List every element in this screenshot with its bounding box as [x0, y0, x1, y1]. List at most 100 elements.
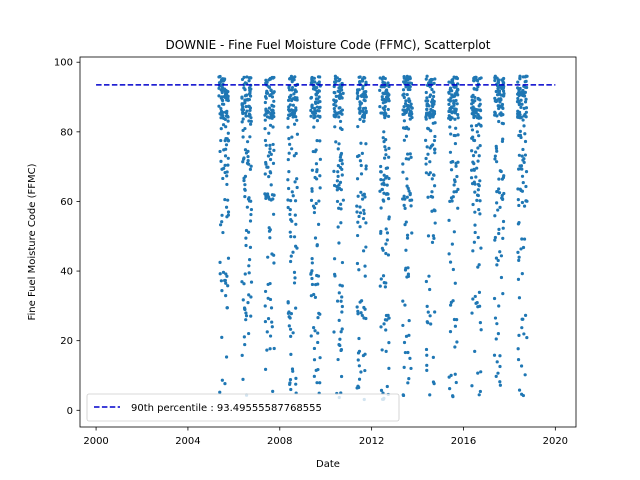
data-point: [291, 331, 295, 335]
data-point: [241, 110, 245, 114]
data-point: [384, 92, 389, 96]
data-point: [501, 106, 505, 110]
data-point: [475, 130, 479, 134]
data-point: [473, 210, 477, 214]
data-point: [452, 101, 456, 105]
data-point: [313, 150, 317, 154]
data-point: [478, 199, 482, 203]
data-point: [242, 156, 246, 160]
data-point: [496, 258, 500, 263]
data-point: [312, 125, 316, 129]
data-point: [430, 209, 434, 213]
data-point: [249, 199, 253, 203]
data-point: [217, 94, 221, 98]
data-point: [312, 374, 316, 378]
data-point: [271, 125, 275, 129]
data-point: [432, 90, 436, 94]
data-point: [332, 84, 336, 89]
data-point: [243, 148, 248, 152]
data-point: [516, 109, 520, 113]
data-point: [472, 168, 476, 172]
data-point: [517, 388, 522, 392]
data-point: [309, 334, 313, 338]
data-point: [520, 189, 525, 193]
data-point: [516, 277, 521, 281]
data-point: [336, 357, 340, 362]
data-point: [447, 375, 451, 379]
data-point: [242, 176, 246, 180]
data-point: [493, 78, 497, 83]
data-point: [478, 98, 482, 102]
data-point: [409, 102, 413, 106]
data-point: [364, 245, 368, 249]
data-point: [408, 152, 412, 156]
data-point: [428, 160, 432, 164]
data-point: [310, 189, 314, 193]
data-point: [334, 140, 338, 144]
data-point: [475, 88, 479, 92]
data-point: [454, 126, 458, 130]
data-point: [424, 347, 429, 352]
data-point: [454, 98, 458, 103]
data-point: [333, 272, 337, 276]
data-point: [426, 321, 430, 325]
data-point: [309, 114, 313, 118]
data-point: [267, 226, 271, 230]
data-point: [363, 195, 367, 199]
data-point: [309, 96, 313, 100]
data-point: [225, 306, 229, 310]
data-point: [447, 91, 451, 95]
data-point: [249, 314, 253, 318]
x-axis-ticks: 2000 2004 2008 2012 2016 2020: [83, 427, 568, 447]
data-point: [288, 142, 292, 146]
data-point: [318, 139, 322, 143]
data-point: [429, 129, 433, 133]
data-point: [219, 109, 224, 113]
data-point: [479, 370, 483, 374]
data-point: [360, 115, 364, 119]
data-point: [357, 75, 361, 79]
data-point: [339, 348, 343, 353]
data-point: [295, 185, 299, 190]
data-point: [379, 170, 383, 174]
data-point: [516, 222, 521, 226]
data-point: [315, 105, 319, 109]
data-point: [470, 136, 474, 140]
data-point: [381, 80, 385, 84]
data-point: [385, 231, 390, 235]
data-point: [401, 299, 405, 303]
data-point: [493, 110, 497, 114]
data-point: [336, 164, 340, 168]
data-point: [500, 193, 504, 198]
data-point: [426, 195, 430, 199]
data-point: [247, 331, 251, 336]
data-point: [404, 220, 408, 224]
data-point: [286, 301, 290, 305]
data-point: [359, 190, 363, 194]
data-point: [496, 208, 500, 212]
data-point: [452, 183, 456, 187]
data-point: [384, 166, 388, 170]
data-point: [498, 383, 502, 387]
data-point: [287, 186, 291, 191]
data-point: [312, 210, 316, 215]
data-point: [403, 197, 407, 201]
data-point: [226, 210, 231, 214]
data-point: [294, 376, 298, 380]
data-point: [453, 117, 457, 121]
data-point: [427, 104, 431, 108]
data-point: [425, 363, 429, 367]
data-point: [289, 387, 293, 392]
data-point: [518, 129, 522, 133]
data-point: [498, 250, 502, 254]
data-point: [309, 81, 313, 85]
y-tick-label: 40: [60, 267, 73, 278]
data-point: [361, 353, 366, 358]
data-point: [521, 180, 525, 185]
data-point: [269, 183, 273, 187]
data-point: [433, 151, 437, 155]
data-point: [266, 154, 271, 158]
data-point: [475, 198, 479, 202]
data-point: [292, 235, 297, 239]
data-point: [428, 287, 432, 292]
